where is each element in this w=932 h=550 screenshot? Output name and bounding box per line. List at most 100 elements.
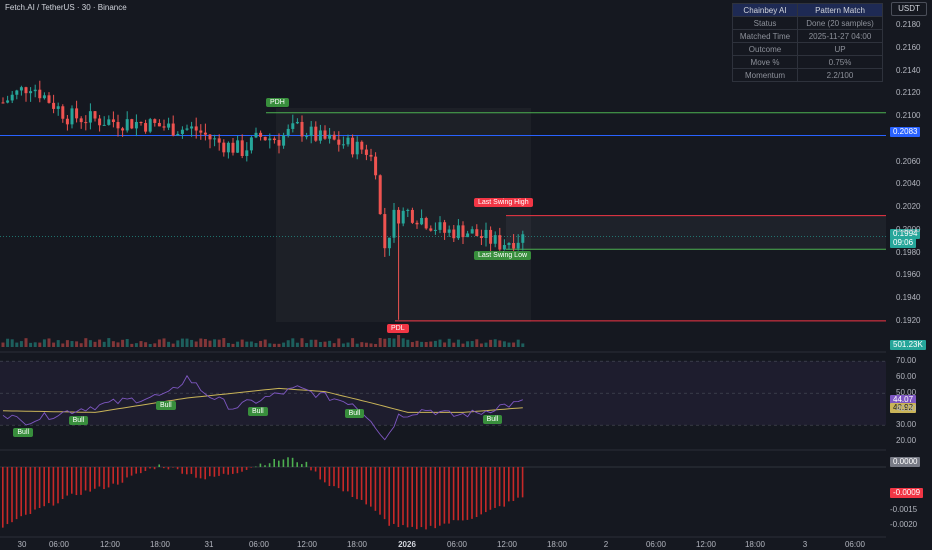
time-axis-tick: 18:00 <box>346 540 368 549</box>
volume-bar <box>397 335 401 347</box>
macd-histogram-bar <box>236 467 239 474</box>
candle-body <box>300 121 304 137</box>
candle-body <box>466 233 470 238</box>
candle-body <box>268 138 272 141</box>
macd-histogram-bar <box>195 467 197 478</box>
macd-histogram-bar <box>471 467 473 519</box>
macd-histogram-bar <box>425 467 427 530</box>
volume-bar <box>203 339 207 347</box>
time-axis-tick: 2026 <box>398 540 416 549</box>
macd-histogram-bar <box>420 467 423 528</box>
volume-bar <box>98 339 102 347</box>
bull-marker: Bull <box>482 415 503 425</box>
volume-bar <box>337 338 341 347</box>
volume-bar <box>144 342 148 347</box>
macd-histogram-bar <box>250 467 252 468</box>
table-row: Move % 0.75% <box>732 55 883 69</box>
price-axis-tick: 0.2180 <box>896 20 921 30</box>
volume-bar <box>213 339 217 347</box>
candle-body <box>286 128 290 136</box>
time-axis-tick: 12:00 <box>99 540 121 549</box>
rsi-axis-tick: 50.00 <box>896 388 917 398</box>
macd-histogram-bar <box>199 467 202 479</box>
candle-body <box>374 156 378 176</box>
volume-bar <box>466 341 470 347</box>
candle-body <box>351 137 355 155</box>
macd-histogram-bar <box>383 467 386 520</box>
macd-histogram-bar <box>48 467 50 504</box>
candle-body <box>263 136 267 141</box>
candle-body <box>341 144 345 146</box>
pattern-match-table: Chainbey AI Pattern Match Status Done (2… <box>732 3 883 82</box>
macd-histogram-bar <box>268 463 271 467</box>
volume-bar <box>171 343 175 347</box>
bull-marker: Bull <box>156 401 176 411</box>
macd-histogram-bar <box>342 467 344 492</box>
macd-histogram-bar <box>135 467 137 474</box>
volume-bar <box>254 343 258 347</box>
candle-body <box>479 236 483 239</box>
candle-body <box>88 111 92 123</box>
macd-histogram-bar <box>103 467 105 490</box>
candle-body <box>346 137 350 145</box>
macd-histogram-bar <box>259 463 262 467</box>
candle-body <box>516 242 520 249</box>
candle-body <box>406 209 410 211</box>
time-axis-tick: 18:00 <box>546 540 568 549</box>
macd-histogram-bar <box>434 467 436 529</box>
macd-histogram-bar <box>360 467 363 500</box>
price-axis-tick: 0.2120 <box>896 88 921 98</box>
rsi-ma-line <box>2 387 523 413</box>
candle-body <box>6 100 10 103</box>
candle-body <box>240 140 244 156</box>
volume-bar <box>10 339 14 347</box>
candle-body <box>24 87 28 94</box>
volume-bar <box>401 338 405 347</box>
volume-bar <box>157 339 161 347</box>
candle-body <box>213 138 217 140</box>
macd-histogram-bar <box>512 467 515 501</box>
table-row: Status Done (20 samples) <box>732 16 883 30</box>
candle-body <box>438 222 442 230</box>
macd-histogram-bar <box>153 467 156 470</box>
macd-histogram-bar <box>43 467 45 507</box>
volume-bar <box>383 338 387 347</box>
volume-bar <box>245 341 249 347</box>
candle-body <box>452 229 456 239</box>
volume-bar <box>286 340 290 347</box>
currency-button[interactable]: USDT <box>891 2 927 16</box>
volume-bar <box>61 343 65 347</box>
volume-bar <box>498 340 502 347</box>
macd-histogram-bar <box>324 467 326 483</box>
bull-marker: Bull <box>248 406 268 416</box>
candle-body <box>378 175 382 215</box>
volume-bar <box>502 341 506 347</box>
volume-bar <box>484 342 488 347</box>
macd-histogram-bar <box>176 467 179 470</box>
macd-histogram-bar <box>301 464 303 467</box>
symbol-title[interactable]: Fetch.AI / TetherUS · 30 · Binance <box>5 3 127 12</box>
candle-body <box>52 102 56 109</box>
macd-histogram-bar <box>489 467 492 510</box>
volume-bar <box>387 338 391 347</box>
candle-body <box>61 106 65 119</box>
macd-histogram-bar <box>29 467 32 514</box>
candle-body <box>19 87 23 91</box>
candle-body <box>222 142 226 153</box>
macd-histogram-bar <box>402 467 404 526</box>
candle-body <box>139 121 143 124</box>
macd-histogram-bar <box>291 457 294 467</box>
volume-bar <box>6 338 10 347</box>
candle-body <box>433 229 437 231</box>
macd-histogram-bar <box>443 467 446 524</box>
time-axis-tick: 18:00 <box>744 540 766 549</box>
volume-bar <box>226 342 230 347</box>
price-axis-tick: 0.2000 <box>896 224 921 234</box>
volume-bar <box>493 339 497 347</box>
macd-histogram-bar <box>319 467 321 480</box>
volume-bar <box>222 338 226 347</box>
macd-histogram-bar <box>439 467 441 526</box>
table-row-value: 2.2/100 <box>797 68 883 82</box>
